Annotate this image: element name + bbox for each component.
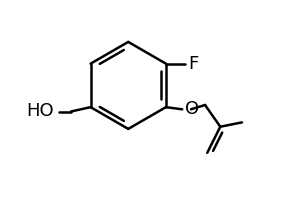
Text: HO: HO (26, 103, 54, 120)
Text: F: F (189, 55, 199, 73)
Text: O: O (185, 100, 200, 118)
